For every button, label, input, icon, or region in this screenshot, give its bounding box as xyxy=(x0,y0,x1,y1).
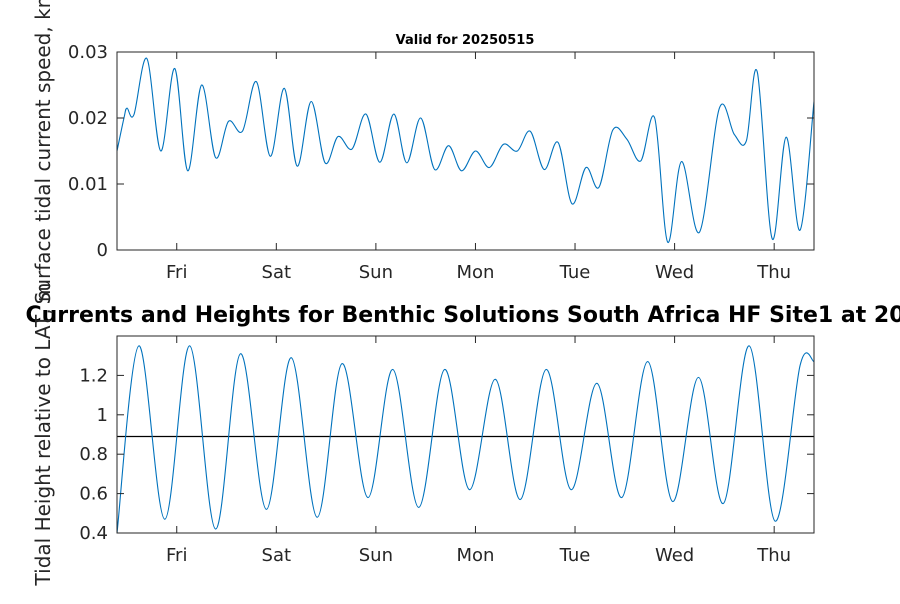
current-plot-frame xyxy=(116,51,815,251)
current-xtick-label: Mon xyxy=(456,262,494,283)
height-ytick-label: 1 xyxy=(97,405,108,426)
tidal-height-panel: 0.4 0.6 0.8 1 1.2 Fri Sat Sun Mon Tue Wed Thu xyxy=(79,336,814,566)
current-plot-area xyxy=(117,52,814,250)
current-xtick-label: Fri xyxy=(166,262,187,283)
current-xtick-label: Wed xyxy=(655,262,694,283)
tidal-height-ylabel: Tidal Height relative to LAT, m xyxy=(31,283,55,587)
height-xtick-label: Sat xyxy=(262,545,292,566)
current-ytick-label: 0.03 xyxy=(68,42,108,63)
current-xtick-label: Sat xyxy=(262,262,292,283)
current-ytick-label: 0.02 xyxy=(68,108,108,129)
height-xtick-label: Sun xyxy=(359,545,393,566)
height-xtick-label: Fri xyxy=(166,545,187,566)
height-ytick-label: 0.4 xyxy=(79,523,108,544)
height-xtick-label: Wed xyxy=(655,545,694,566)
valid-date-title: Valid for 20250515 xyxy=(396,33,535,48)
height-ytick-label: 0.8 xyxy=(79,444,108,465)
height-plot-area xyxy=(117,336,814,533)
current-ytick-label: 0 xyxy=(97,240,108,261)
height-series-line-0 xyxy=(117,345,814,533)
main-title: Currents and Heights for Benthic Solutio… xyxy=(25,303,900,328)
height-plot-frame xyxy=(116,335,815,534)
height-ytick-label: 1.2 xyxy=(79,365,108,386)
current-xtick-label: Sun xyxy=(359,262,393,283)
height-xtick-label: Mon xyxy=(456,545,494,566)
current-speed-panel: 0 0.01 0.02 0.03 Fri Sat Sun Mon Tue Wed Thu xyxy=(68,42,814,283)
current-ytick-label: 0.01 xyxy=(68,174,108,195)
height-xtick-label: Thu xyxy=(756,545,791,566)
height-ytick-label: 0.6 xyxy=(79,484,108,505)
current-xtick-label: Thu xyxy=(756,262,791,283)
height-xtick-label: Tue xyxy=(559,545,591,566)
current-speed-ylabel: Surface tidal current speed, kn xyxy=(31,0,55,304)
current-series-line-0 xyxy=(117,58,814,243)
current-xtick-label: Tue xyxy=(559,262,591,283)
